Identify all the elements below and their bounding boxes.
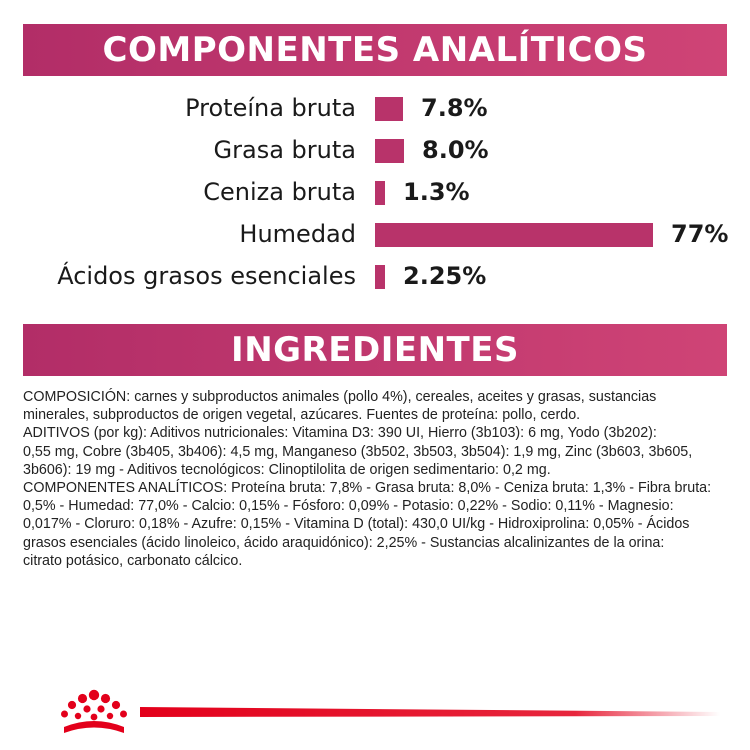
nutrient-value: 2.25% bbox=[403, 262, 487, 290]
nutrient-row-fat: Grasa bruta 8.0% bbox=[0, 130, 750, 170]
nutrient-bar bbox=[375, 265, 385, 289]
ingredients-line: grasos esenciales (ácido linoleico, ácid… bbox=[23, 534, 665, 551]
nutrient-row-protein: Proteína bruta 7.8% bbox=[0, 88, 750, 128]
nutrient-value: 7.8% bbox=[421, 94, 488, 122]
nutrient-label: Proteína bruta bbox=[185, 94, 356, 122]
nutrient-bar bbox=[375, 181, 385, 205]
ingredients-line: 0,5% - Humedad: 77,0% - Calcio: 0,15% - … bbox=[23, 498, 674, 515]
nutrient-label: Humedad bbox=[239, 220, 356, 248]
ingredients-line: 3b606): 19 mg - Aditivos tecnológicos: C… bbox=[23, 461, 551, 478]
nutrient-label: Ácidos grasos esenciales bbox=[57, 262, 356, 290]
nutrient-bar bbox=[375, 139, 404, 163]
nutrient-value: 8.0% bbox=[422, 136, 489, 164]
nutrient-bar bbox=[375, 223, 653, 247]
analytics-banner: COMPONENTES ANALÍTICOS bbox=[23, 24, 727, 76]
ingredients-title: INGREDIENTES bbox=[231, 330, 519, 370]
nutrient-row-fatty-acids: Ácidos grasos esenciales 2.25% bbox=[0, 256, 750, 296]
nutrient-value: 77% bbox=[671, 220, 729, 248]
nutrient-value: 1.3% bbox=[403, 178, 470, 206]
ingredients-line: COMPOSICIÓN: carnes y subproductos anima… bbox=[23, 389, 657, 405]
footer-swoosh bbox=[140, 707, 720, 717]
ingredients-line: 0,55 mg, Cobre (3b405, 3b406): 4,5 mg, M… bbox=[23, 443, 693, 460]
ingredients-line: citrato potásico, carbonato cálcico. bbox=[23, 552, 243, 569]
nutrient-row-moisture: Humedad 77% bbox=[0, 214, 750, 254]
nutrient-label: Ceniza bruta bbox=[203, 178, 356, 206]
ingredients-line: COMPONENTES ANALÍTICOS: Proteína bruta: … bbox=[23, 480, 712, 497]
ingredients-line: ADITIVOS (por kg): Aditivos nutricionale… bbox=[23, 425, 657, 442]
nutrient-bar bbox=[375, 97, 403, 121]
crown-icon bbox=[61, 689, 127, 733]
nutrient-row-ash: Ceniza bruta 1.3% bbox=[0, 172, 750, 212]
ingredients-line: minerales, subproductos de origen vegeta… bbox=[23, 407, 581, 424]
analytics-title: COMPONENTES ANALÍTICOS bbox=[102, 30, 648, 70]
ingredients-line: 0,017% - Cloruro: 0,18% - Azufre: 0,15% … bbox=[23, 516, 690, 533]
ingredients-banner: INGREDIENTES bbox=[23, 324, 727, 376]
nutrient-label: Grasa bruta bbox=[213, 136, 356, 164]
ingredients-text: COMPOSICIÓN: carnes y subproductos anima… bbox=[23, 388, 729, 570]
